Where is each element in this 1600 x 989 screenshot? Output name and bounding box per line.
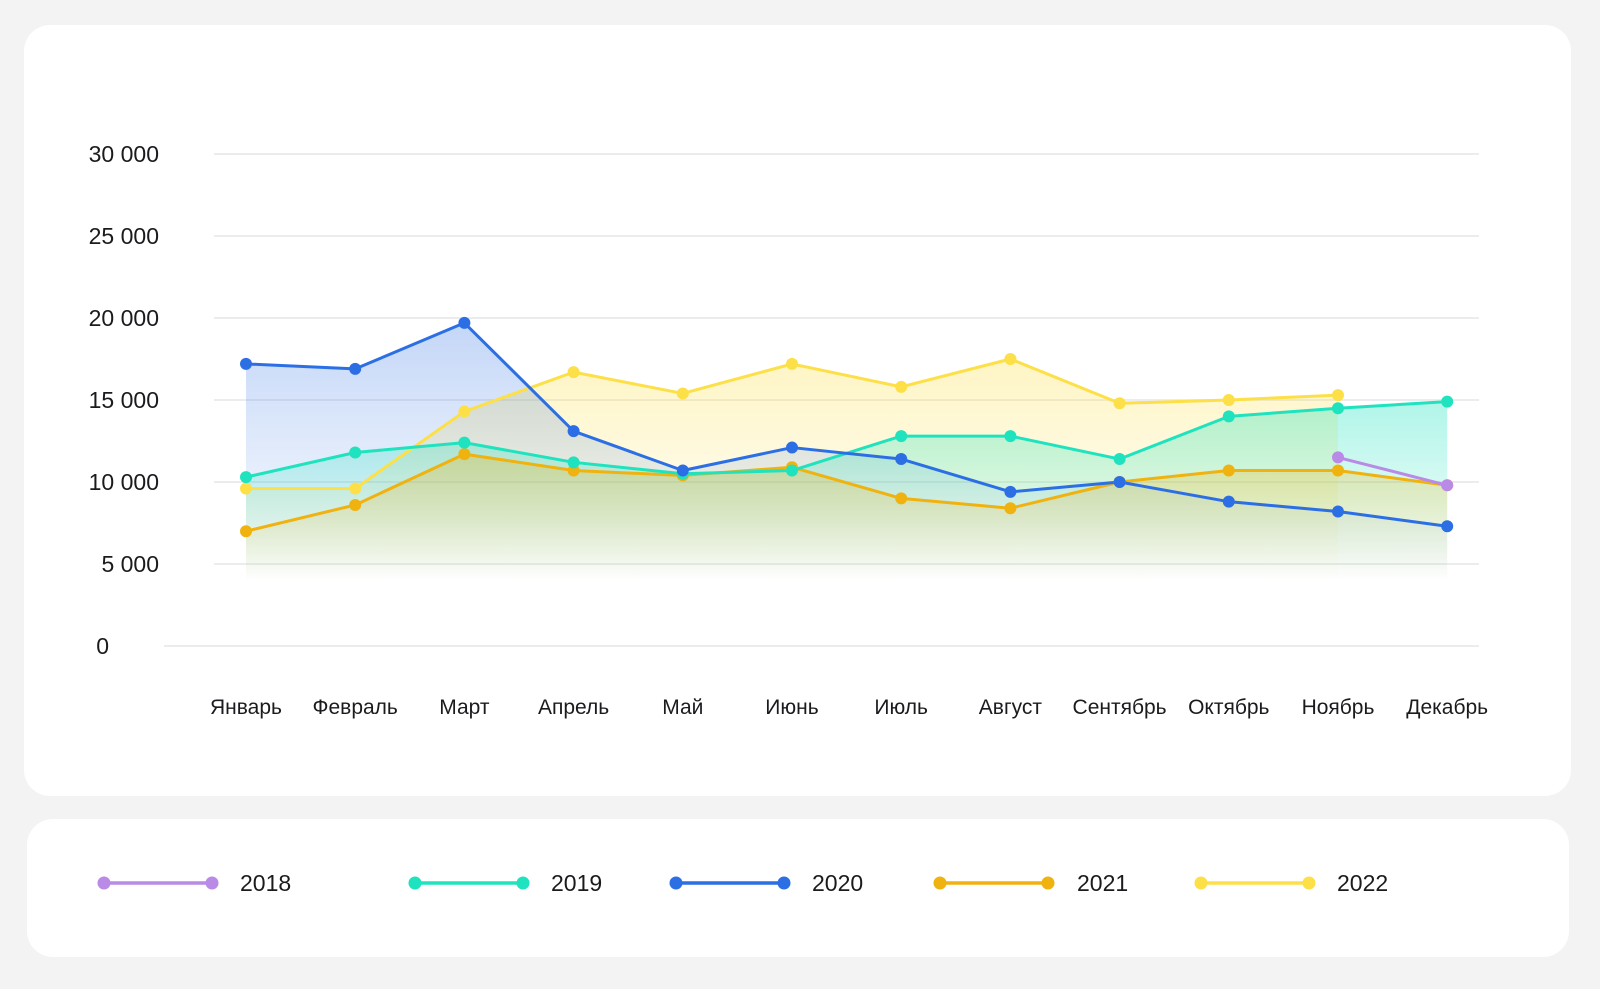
point-2021[interactable]: [1222, 464, 1235, 477]
x-tick-label: Август: [979, 696, 1043, 719]
point-2022[interactable]: [567, 366, 580, 379]
y-tick-label: 30 000: [89, 141, 159, 167]
legend-label-2019: 2019: [551, 870, 603, 896]
point-2018[interactable]: [1441, 479, 1454, 492]
point-2022[interactable]: [240, 482, 252, 495]
point-2022[interactable]: [458, 405, 471, 418]
point-2020[interactable]: [786, 441, 798, 454]
data-points: [240, 316, 1454, 538]
legend-marker: [933, 876, 947, 890]
legend-marker: [669, 876, 683, 890]
y-tick-label: 25 000: [89, 223, 159, 249]
legend-marker: [1302, 876, 1316, 890]
x-tick-label: Июль: [874, 696, 928, 719]
y-tick-label: 20 000: [89, 305, 159, 331]
point-2022[interactable]: [349, 482, 362, 495]
point-2019[interactable]: [240, 471, 252, 484]
point-2019[interactable]: [567, 456, 580, 469]
legend-marker: [97, 876, 111, 890]
x-tick-label: Декабрь: [1406, 696, 1488, 719]
point-2020[interactable]: [1332, 505, 1344, 518]
point-2018[interactable]: [1332, 451, 1344, 464]
chart-card: 0 5 000 10 000 15 000 20 000 25 000 30 000 Янв…: [24, 25, 1571, 796]
legend-label-2021: 2021: [1077, 870, 1129, 896]
point-2022[interactable]: [786, 357, 798, 370]
point-2020[interactable]: [1441, 520, 1454, 533]
x-axis-ticks: Январь Февраль Март Апрель Май Июнь Июль Август…: [210, 696, 1488, 719]
point-2019[interactable]: [1004, 430, 1017, 443]
point-2019[interactable]: [786, 464, 798, 477]
point-2022[interactable]: [1004, 353, 1017, 365]
point-2020[interactable]: [349, 362, 362, 375]
x-tick-label: Апрель: [538, 696, 609, 719]
point-2019[interactable]: [1222, 410, 1235, 423]
point-2022[interactable]: [1222, 394, 1235, 406]
x-tick-label: Сентябрь: [1073, 696, 1167, 719]
point-2019[interactable]: [349, 446, 362, 459]
point-2020[interactable]: [676, 464, 689, 477]
point-2020[interactable]: [895, 453, 908, 466]
series-line-2021: [244, 452, 1449, 533]
legend-swatch-2018: [97, 876, 219, 890]
legend: 2018 2019 2020 2021 2022: [27, 819, 1569, 957]
legend-marker: [408, 876, 422, 890]
x-tick-label: Февраль: [313, 696, 398, 719]
point-2019[interactable]: [1113, 453, 1126, 466]
y-tick-label: 5 000: [101, 551, 159, 577]
legend-marker: [516, 876, 530, 890]
legend-swatch-2019: [408, 876, 530, 890]
legend-swatch-2020: [669, 876, 791, 890]
legend-label-2018: 2018: [240, 870, 292, 896]
point-2020[interactable]: [1113, 476, 1126, 488]
y-tick-label: 10 000: [89, 469, 159, 495]
point-2019[interactable]: [458, 436, 471, 449]
point-2019[interactable]: [895, 430, 908, 443]
x-tick-label: Ноябрь: [1302, 696, 1375, 719]
point-2020[interactable]: [567, 425, 580, 438]
legend-label-2020: 2020: [812, 870, 864, 896]
legend-swatch-2022: [1194, 876, 1316, 890]
point-2020[interactable]: [1004, 485, 1017, 498]
point-2020[interactable]: [240, 357, 252, 370]
point-2022[interactable]: [1332, 389, 1344, 402]
y-axis-ticks: 0 5 000 10 000 15 000 20 000 25 000 30 000: [89, 141, 159, 659]
series-line-2020: [244, 321, 1449, 528]
area-fills: [246, 322, 1448, 581]
point-2020[interactable]: [1222, 495, 1235, 508]
line-chart: 0 5 000 10 000 15 000 20 000 25 000 30 000 Янв…: [89, 141, 1489, 719]
point-2021[interactable]: [458, 448, 471, 461]
legend-marker: [1194, 876, 1208, 890]
point-2022[interactable]: [895, 380, 908, 393]
y-tick-label: 0: [96, 633, 109, 659]
legend-marker: [1041, 876, 1055, 890]
point-2022[interactable]: [676, 387, 689, 400]
y-tick-label: 15 000: [89, 387, 159, 413]
point-2022[interactable]: [1113, 397, 1126, 410]
point-2021[interactable]: [1332, 464, 1344, 477]
series-line-2018: [1336, 455, 1449, 487]
point-2020[interactable]: [458, 316, 471, 329]
legend-label-2022: 2022: [1337, 870, 1389, 896]
point-2019[interactable]: [1332, 402, 1344, 415]
legend-marker: [205, 876, 219, 890]
legend-marker: [777, 876, 791, 890]
x-tick-label: Июнь: [765, 696, 818, 719]
x-tick-label: Май: [662, 696, 703, 719]
point-2021[interactable]: [567, 464, 580, 477]
point-2021[interactable]: [895, 492, 908, 505]
point-2021[interactable]: [240, 525, 252, 538]
point-2021[interactable]: [349, 498, 362, 511]
x-tick-label: Январь: [210, 696, 282, 719]
x-tick-label: Март: [439, 696, 490, 719]
point-2021[interactable]: [1004, 502, 1017, 515]
point-2019[interactable]: [1441, 395, 1454, 408]
legend-swatch-2021: [933, 876, 1055, 890]
x-tick-label: Октябрь: [1188, 696, 1269, 719]
